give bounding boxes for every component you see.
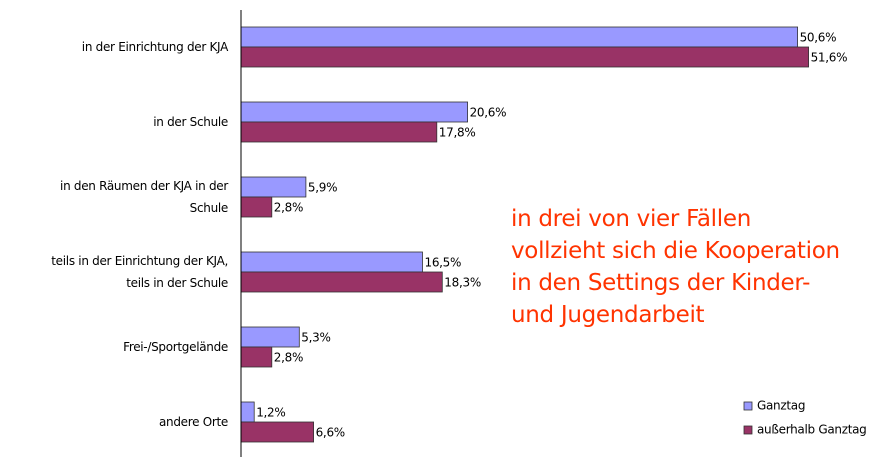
value-label: 18,3%	[444, 276, 481, 290]
category-label: in den Räumen der KJA in der Schule	[60, 179, 228, 215]
value-label: 20,6%	[470, 106, 507, 120]
bar	[240, 401, 255, 423]
value-label: 50,6%	[800, 31, 837, 45]
bar	[240, 176, 307, 198]
bar	[240, 271, 443, 293]
value-label: 16,5%	[425, 256, 462, 270]
value-label: 5,9%	[308, 181, 337, 195]
value-label: 17,8%	[439, 126, 476, 140]
value-label: 2,8%	[274, 201, 303, 215]
category-label: Frei-/Sportgelände	[123, 340, 228, 354]
category-label: teils in der Einrichtung der KJA, teils …	[51, 254, 228, 290]
bar	[240, 121, 438, 143]
annotation-line: in drei von vier Fällen	[511, 206, 751, 232]
bar	[240, 346, 273, 368]
bar	[240, 196, 273, 218]
bar	[240, 46, 809, 68]
annotation-line: in den Settings der Kinder-	[511, 270, 811, 296]
annotation-line: und Jugendarbeit	[511, 302, 705, 328]
bar	[240, 326, 300, 348]
bar	[240, 251, 423, 273]
legend-swatch	[743, 425, 753, 435]
category-label: in der Einrichtung der KJA	[81, 40, 229, 54]
value-label: 6,6%	[316, 426, 345, 440]
value-label: 2,8%	[274, 351, 303, 365]
value-label: 5,3%	[301, 331, 330, 345]
legend-swatch	[743, 401, 753, 411]
category-label: andere Orte	[159, 415, 228, 429]
value-label: 51,6%	[811, 51, 848, 65]
category-label: in der Schule	[153, 115, 228, 129]
bar	[240, 101, 469, 123]
legend-label: außerhalb Ganztag	[757, 423, 866, 437]
legend-label: Ganztag	[757, 399, 805, 413]
bar	[240, 421, 314, 443]
value-label: 1,2%	[256, 406, 285, 420]
bar	[240, 26, 798, 48]
annotation: in drei von vier Fällen vollzieht sich di…	[511, 203, 840, 331]
annotation-line: vollzieht sich die Kooperation	[511, 238, 840, 264]
